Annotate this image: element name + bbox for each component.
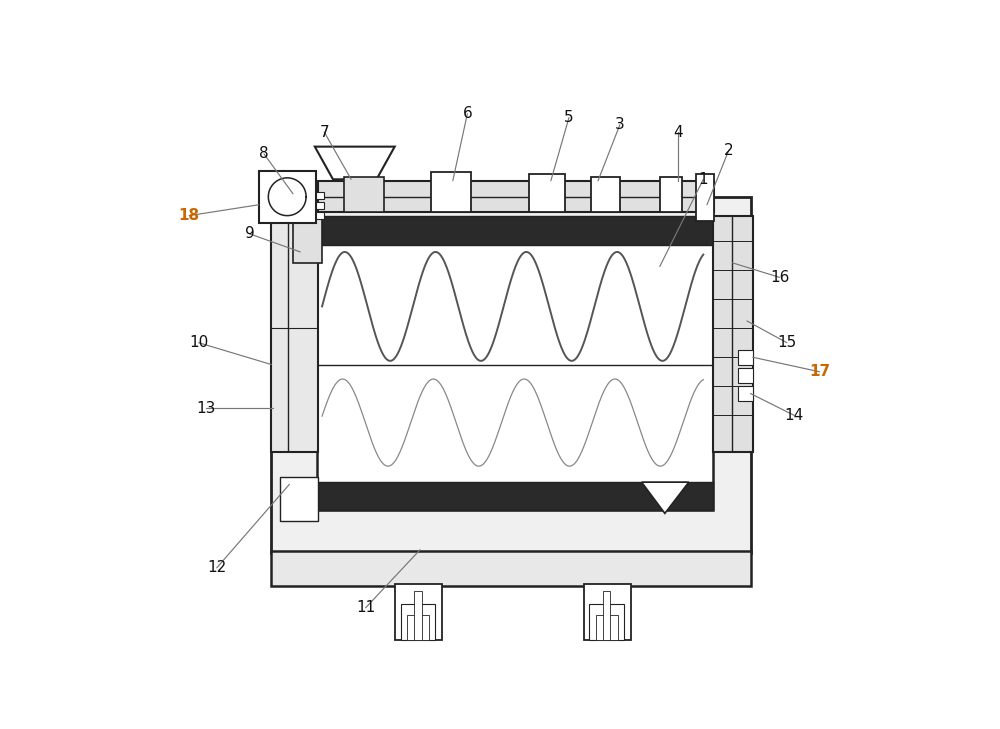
Bar: [317, 482, 713, 510]
Bar: [738, 386, 753, 401]
Bar: [317, 219, 713, 510]
Text: 15: 15: [777, 335, 796, 350]
Text: 11: 11: [356, 600, 375, 615]
Bar: [316, 202, 324, 209]
Text: 5: 5: [564, 110, 574, 125]
Bar: [259, 171, 316, 223]
Bar: [316, 212, 324, 219]
Text: 4: 4: [673, 125, 683, 140]
Text: 18: 18: [179, 208, 200, 223]
Text: 12: 12: [207, 561, 226, 575]
Text: 17: 17: [809, 364, 830, 379]
Text: 14: 14: [784, 408, 804, 423]
Text: 2: 2: [724, 143, 734, 157]
Text: 3: 3: [615, 117, 625, 133]
Text: 6: 6: [462, 106, 472, 122]
Bar: [584, 584, 631, 641]
Bar: [596, 615, 618, 641]
Bar: [529, 174, 565, 212]
Bar: [414, 591, 422, 641]
Bar: [271, 198, 751, 553]
Bar: [316, 192, 324, 199]
Bar: [407, 615, 429, 641]
Bar: [660, 177, 682, 212]
Polygon shape: [642, 482, 689, 513]
Bar: [603, 591, 610, 641]
Text: 10: 10: [189, 335, 208, 350]
Bar: [271, 219, 318, 452]
Bar: [344, 177, 384, 212]
Bar: [713, 216, 753, 452]
Bar: [318, 182, 714, 212]
Text: 13: 13: [196, 400, 216, 416]
Text: 7: 7: [319, 125, 329, 140]
Text: 9: 9: [245, 226, 254, 241]
Bar: [738, 350, 753, 364]
Bar: [317, 216, 713, 245]
Bar: [696, 174, 714, 221]
Bar: [401, 604, 435, 641]
Text: 8: 8: [259, 147, 269, 161]
Bar: [293, 219, 322, 263]
Bar: [271, 551, 751, 586]
Bar: [395, 584, 442, 641]
Bar: [280, 477, 318, 521]
Bar: [589, 604, 624, 641]
Bar: [591, 177, 620, 212]
Bar: [738, 368, 753, 383]
Text: 1: 1: [699, 172, 708, 187]
Bar: [431, 172, 471, 212]
Polygon shape: [315, 147, 395, 179]
Text: 16: 16: [770, 270, 789, 285]
